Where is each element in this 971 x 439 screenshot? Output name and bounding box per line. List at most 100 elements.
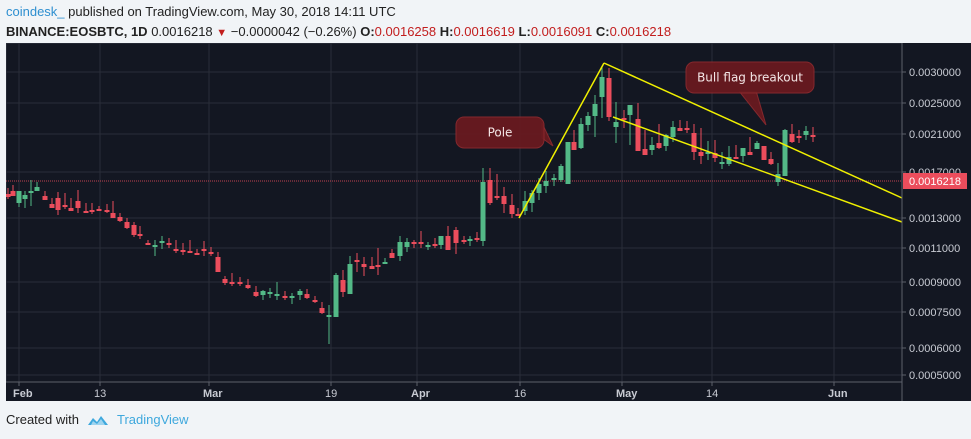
candle — [487, 168, 493, 205]
candle — [613, 102, 619, 143]
candle — [747, 137, 753, 155]
high-value: 0.0016619 — [453, 24, 515, 39]
candle — [494, 174, 500, 200]
candle — [312, 296, 318, 303]
candle — [361, 257, 367, 276]
candle — [592, 95, 598, 137]
candle — [28, 180, 34, 206]
candle — [551, 174, 557, 186]
candle — [83, 203, 89, 213]
grid-lines — [6, 43, 903, 383]
candle — [10, 185, 16, 196]
candle — [282, 291, 288, 300]
price-tick: 0.0005000 — [909, 370, 961, 382]
callout-bull-flag-breakout[interactable]: Bull flag breakout — [685, 61, 815, 126]
candle — [117, 213, 123, 222]
price-tick: 0.0021000 — [909, 129, 961, 141]
candle — [789, 124, 795, 143]
triangle-down-icon: ▼ — [216, 27, 228, 39]
candle — [782, 129, 788, 176]
candle — [565, 142, 571, 184]
candle — [509, 194, 515, 218]
candle — [389, 249, 395, 258]
candle — [34, 182, 40, 191]
candle — [253, 286, 259, 297]
time-tick: Jun — [828, 388, 848, 400]
candle — [768, 152, 774, 165]
tradingview-logo-icon[interactable] — [87, 413, 109, 427]
candle — [89, 203, 95, 214]
candle — [418, 231, 424, 248]
candle — [480, 168, 486, 246]
candle — [187, 240, 193, 253]
tradingview-link[interactable]: TradingView — [116, 412, 189, 427]
open-value: 0.0016258 — [374, 24, 437, 39]
candle — [606, 68, 612, 121]
publish-info: published on TradingView.com, May 30, 20… — [68, 4, 396, 19]
candle — [16, 191, 22, 207]
svg-text:Bull flag breakout: Bull flag breakout — [697, 71, 803, 85]
candle — [96, 206, 102, 211]
candle — [124, 218, 130, 229]
candle — [411, 240, 417, 248]
symbol-label: BINANCE:EOSBTC, 1D — [6, 24, 148, 39]
candle — [754, 141, 760, 149]
candlestick-chart[interactable]: Pole Bull flag breakout 0.0030000 0.002500… — [6, 43, 971, 401]
callout-pole[interactable]: Pole — [455, 116, 554, 149]
time-tick: May — [616, 388, 638, 400]
price-tick: 0.0009000 — [909, 277, 961, 289]
price-axis[interactable]: 0.00300000.00250000.00210000.00170000.00… — [901, 43, 967, 401]
time-tick: 19 — [325, 388, 337, 400]
last-price-label: 0.0016218 — [903, 173, 967, 189]
low-label: L: — [518, 24, 531, 39]
candle — [201, 241, 207, 256]
candle — [705, 141, 711, 160]
chart-canvas[interactable]: Pole Bull flag breakout 0.0030000 0.002500… — [6, 43, 971, 401]
candle — [397, 236, 403, 261]
open-label: O: — [360, 24, 375, 39]
price-tick: 0.0030000 — [909, 67, 961, 79]
candle — [333, 273, 339, 317]
candle — [467, 236, 473, 246]
candle — [319, 302, 325, 314]
candle — [543, 171, 549, 193]
candle — [796, 130, 802, 143]
time-tick: Mar — [203, 388, 223, 400]
publish-line: coindesk_ published on TradingView.com, … — [6, 2, 671, 22]
time-tick: Feb — [13, 388, 33, 400]
price-tick: 0.0013000 — [909, 213, 961, 225]
candle — [42, 191, 48, 200]
author-link[interactable]: coindesk_ — [6, 4, 65, 19]
trendline-flag-upper[interactable] — [603, 62, 903, 199]
candle — [642, 130, 648, 155]
created-with-label: Created with — [6, 412, 79, 427]
candle — [245, 279, 251, 289]
candle — [152, 240, 158, 256]
callouts[interactable]: Pole Bull flag breakout — [455, 61, 815, 149]
candle — [571, 130, 577, 150]
close-value: 0.0016218 — [609, 24, 672, 39]
candle — [75, 190, 81, 213]
candle — [558, 164, 564, 182]
candle — [215, 252, 221, 272]
time-tick: 16 — [514, 388, 526, 400]
candle — [803, 126, 809, 140]
candle — [62, 193, 68, 209]
trendlines[interactable] — [518, 62, 903, 223]
price-tick: 0.0007500 — [909, 307, 961, 319]
close-label: C: — [595, 24, 610, 39]
trendline-flag-lower[interactable] — [612, 116, 903, 223]
candle — [726, 146, 732, 166]
time-axis[interactable]: Feb 13 Mar 19 Apr 16 May 14 Jun — [6, 381, 902, 400]
candle — [578, 118, 584, 149]
trendline-pole[interactable] — [518, 62, 605, 219]
svg-text:0.0016218: 0.0016218 — [909, 176, 961, 188]
candle — [166, 238, 172, 248]
candle — [326, 305, 332, 344]
candle — [461, 236, 467, 244]
candle — [474, 232, 480, 242]
candles — [6, 66, 816, 344]
candle — [691, 124, 697, 160]
candle — [194, 249, 200, 255]
candle — [237, 277, 243, 286]
